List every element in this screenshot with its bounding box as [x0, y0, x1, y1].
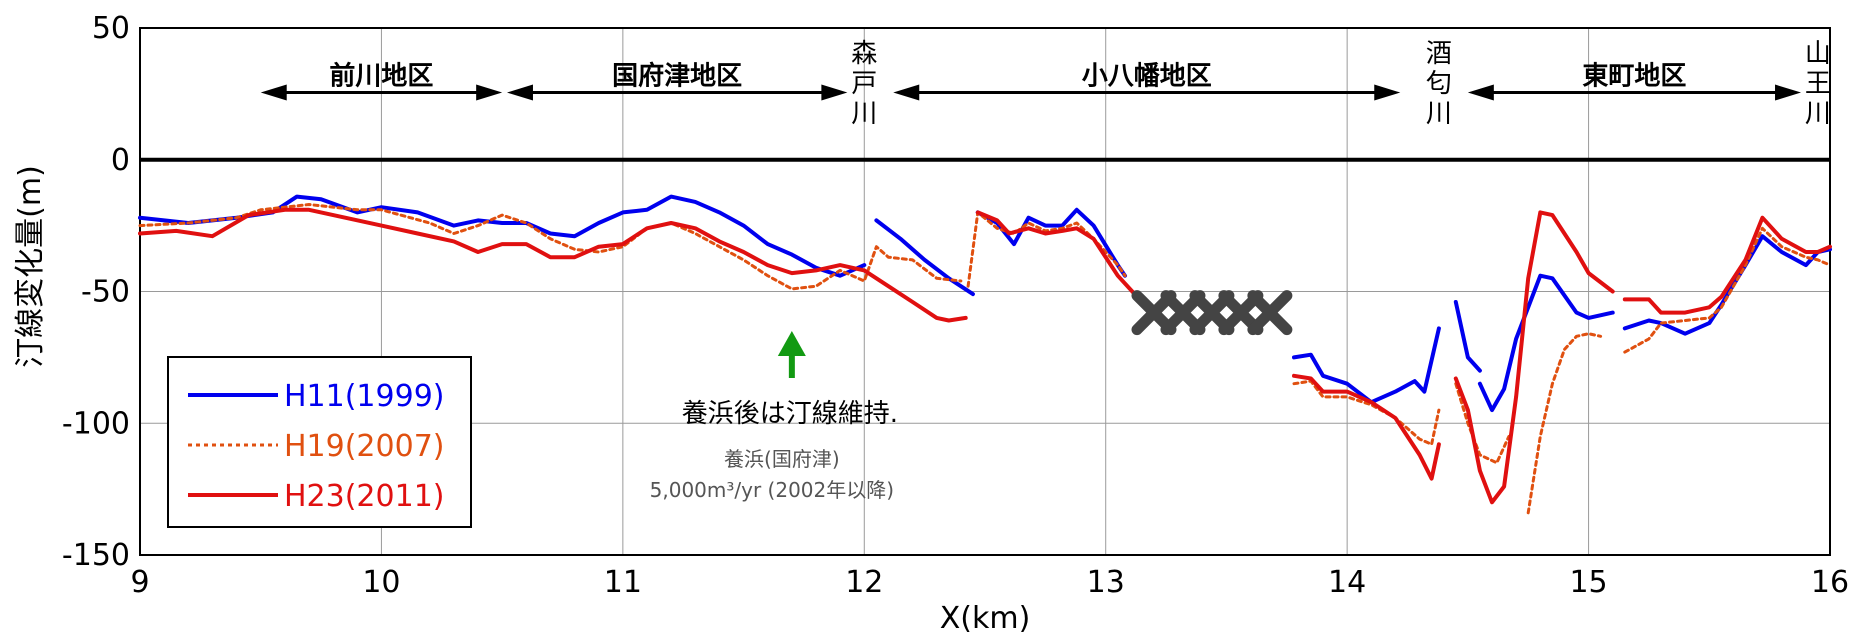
- arrow-right-icon: [476, 84, 503, 101]
- series-line-2: [1623, 226, 1832, 354]
- series-line-2: [1526, 332, 1603, 515]
- arrow-left-icon: [1467, 84, 1494, 101]
- river-label-char: 川: [1426, 99, 1452, 129]
- region-arrows: 前川地区 国府津地区 小八幡地区 東町地区: [260, 61, 1802, 101]
- region-label: 国府津地区: [612, 61, 742, 92]
- y-tick-labels: 50 0 -50 -100 -150: [62, 11, 130, 573]
- annotation-sub-text-1: 養浜(国府津): [724, 447, 840, 471]
- legend-box: [167, 356, 472, 528]
- legend-label: H19(2007): [284, 429, 445, 464]
- x-tick-label: 16: [1811, 565, 1849, 600]
- series-line-1: [874, 218, 975, 297]
- series-lines: [138, 194, 1832, 515]
- legend-label: H11(1999): [284, 379, 445, 414]
- x-axis-label: X(km): [940, 601, 1031, 635]
- region-label: 前川地区: [329, 61, 433, 92]
- series-line-2: [138, 203, 963, 291]
- x-tick-labels: 9 10 11 12 13 14 15 16: [130, 565, 1849, 600]
- river-label-char: 山: [1805, 39, 1831, 69]
- y-tick-label: 0: [111, 143, 130, 178]
- y-tick-label: 50: [92, 11, 130, 46]
- y-tick-label: -100: [62, 406, 130, 441]
- cross-marker-icon: [1247, 290, 1293, 336]
- river-label-char: 戸: [851, 69, 877, 99]
- river-label-char: 森: [851, 39, 877, 69]
- x-tick-label: 13: [1087, 565, 1125, 600]
- series-line-2: [1454, 382, 1511, 465]
- x-tick-label: 15: [1569, 565, 1607, 600]
- series-line-3: [1622, 215, 1832, 315]
- series-line-3: [138, 207, 968, 323]
- series-line-1: [1292, 326, 1441, 405]
- arrow-left-icon: [506, 84, 533, 101]
- legend-label: H23(2011): [284, 479, 445, 514]
- x-tick-label: 10: [362, 565, 400, 600]
- series-line-3: [975, 210, 1137, 297]
- arrow-left-icon: [893, 84, 920, 101]
- river-label-char: 川: [851, 99, 877, 129]
- y-tick-label: -150: [62, 538, 130, 573]
- x-tick-label: 12: [845, 565, 883, 600]
- series-line-2: [1292, 379, 1441, 446]
- legend: H11(1999) H19(2007) H23(2011): [167, 356, 472, 528]
- plot-frame: [139, 27, 1831, 556]
- river-label-char: 川: [1805, 99, 1831, 129]
- region-label: 小八幡地区: [1082, 62, 1212, 92]
- x-tick-label: 11: [604, 565, 642, 600]
- series-line-3: [1292, 373, 1441, 481]
- arrow-right-icon: [1775, 84, 1802, 101]
- green-arrow-icon: [777, 331, 806, 356]
- x-tick-label: 9: [130, 565, 149, 600]
- y-tick-label: -50: [81, 275, 130, 310]
- series-line-3: [1453, 210, 1615, 505]
- y-axis-label: 汀線変化量(m): [13, 165, 48, 368]
- series-line-1: [975, 207, 1127, 278]
- arrow-left-icon: [260, 84, 287, 101]
- annotation-sub-text-2: 5,000m³/yr (2002年以降): [650, 478, 894, 502]
- river-label-char: 王: [1805, 69, 1831, 99]
- series-line-1: [138, 194, 867, 278]
- river-label-char: 酒: [1426, 39, 1452, 69]
- series-line-1: [1453, 300, 1482, 373]
- arrow-right-icon: [1374, 84, 1401, 101]
- nourishment-annotation: 養浜後は汀線維持. 養浜(国府津) 5,000m³/yr (2002年以降): [650, 331, 898, 502]
- missing-data-markers: [1131, 290, 1293, 336]
- series-line-1: [1477, 273, 1615, 413]
- region-label: 東町地区: [1582, 62, 1686, 92]
- river-label-char: 匂: [1426, 69, 1452, 99]
- x-tick-label: 14: [1328, 565, 1366, 600]
- annotation-main-text: 養浜後は汀線維持.: [682, 399, 898, 429]
- arrow-right-icon: [821, 84, 848, 101]
